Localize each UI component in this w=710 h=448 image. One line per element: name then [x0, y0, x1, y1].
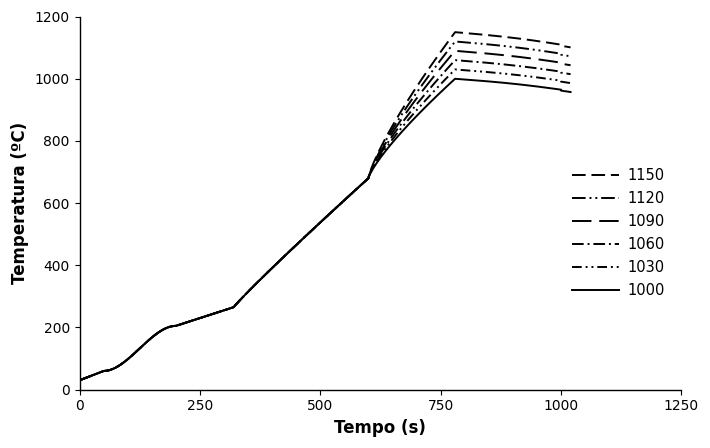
Line: 1030: 1030	[80, 69, 571, 380]
1000	[557, 88, 565, 93]
1150	[451, 30, 459, 35]
1120	[557, 52, 565, 57]
1060	[451, 57, 459, 63]
1000	[504, 81, 513, 86]
1030	[75, 378, 84, 383]
1030	[263, 269, 272, 275]
Y-axis label: Temperatura (ºC): Temperatura (ºC)	[11, 122, 29, 284]
1150	[504, 34, 513, 40]
1120	[451, 39, 459, 44]
1090	[451, 48, 459, 53]
1120	[160, 326, 169, 332]
1030	[285, 249, 293, 254]
1030	[567, 80, 575, 86]
1120	[504, 44, 513, 49]
1090	[504, 53, 513, 58]
1060	[131, 349, 140, 355]
1000	[285, 249, 293, 254]
1000	[263, 269, 272, 275]
1060	[160, 326, 169, 332]
1030	[451, 67, 459, 72]
1000	[131, 349, 140, 355]
1030	[504, 71, 513, 77]
1090	[131, 349, 140, 355]
1030	[160, 326, 169, 332]
1060	[504, 62, 513, 68]
1090	[160, 326, 169, 332]
1150	[75, 378, 84, 383]
1000	[451, 76, 459, 82]
Line: 1090: 1090	[80, 51, 571, 380]
1150	[160, 326, 169, 332]
1030	[131, 349, 140, 355]
1000	[160, 326, 169, 332]
1150	[567, 45, 575, 50]
1090	[557, 61, 565, 66]
1150	[285, 249, 293, 254]
Legend: 1150, 1120, 1090, 1060, 1030, 1000: 1150, 1120, 1090, 1060, 1030, 1000	[567, 162, 671, 304]
1060	[285, 249, 293, 254]
1090	[567, 63, 575, 68]
1090	[263, 269, 272, 275]
1150	[131, 349, 140, 355]
1060	[75, 378, 84, 383]
Line: 1150: 1150	[80, 32, 571, 380]
1060	[567, 72, 575, 77]
1120	[75, 378, 84, 383]
1120	[131, 349, 140, 355]
Line: 1000: 1000	[80, 79, 571, 380]
Line: 1120: 1120	[80, 42, 571, 380]
1090	[75, 378, 84, 383]
1000	[567, 89, 575, 95]
1090	[285, 249, 293, 254]
1030	[557, 79, 565, 84]
1000	[75, 378, 84, 383]
Line: 1060: 1060	[80, 60, 571, 380]
1150	[557, 43, 565, 48]
1150	[263, 269, 272, 275]
X-axis label: Tempo (s): Tempo (s)	[334, 419, 427, 437]
1120	[263, 269, 272, 275]
1060	[557, 70, 565, 75]
1120	[285, 249, 293, 254]
1120	[567, 54, 575, 59]
1060	[263, 269, 272, 275]
